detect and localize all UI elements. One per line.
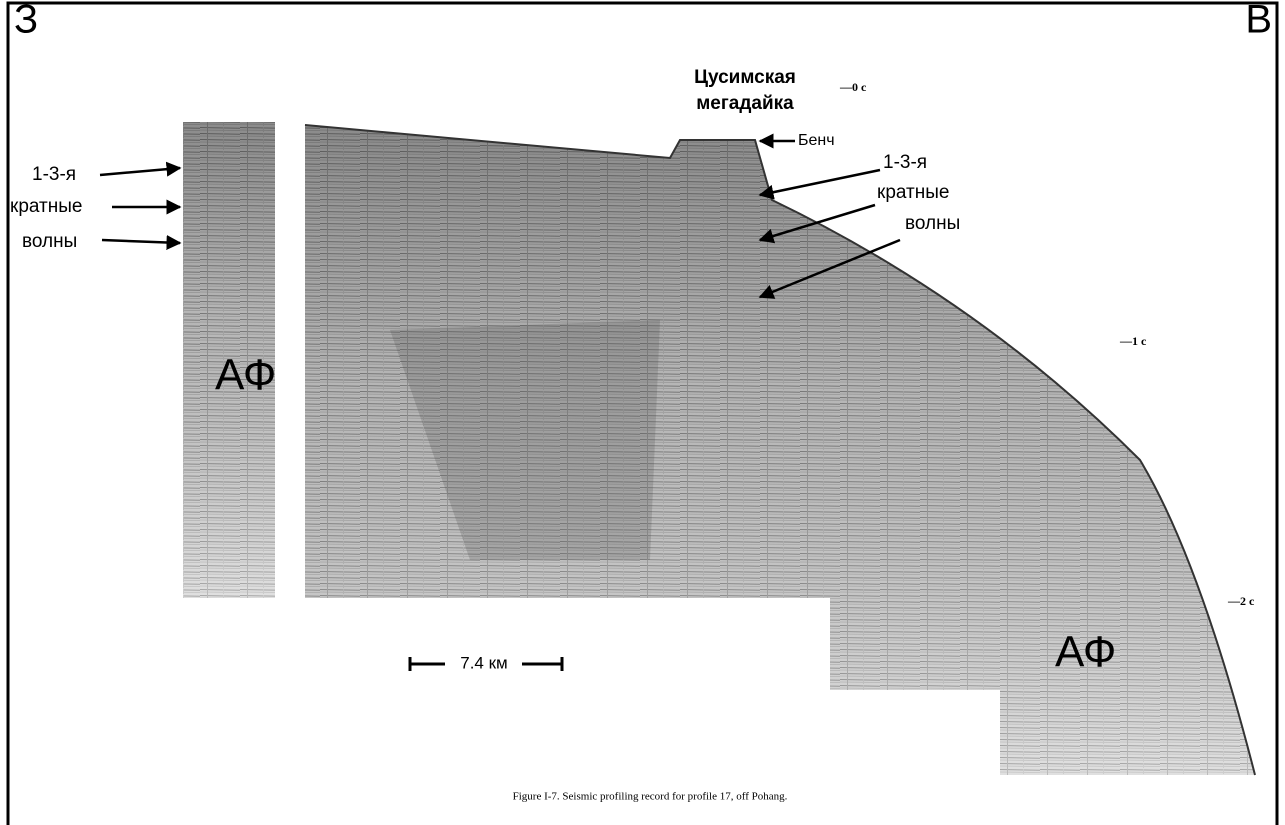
arrow [102,240,180,243]
time-mark: —0 с [839,80,867,94]
bench-label: Бенч [798,132,835,149]
multiples-label: кратные [877,182,949,203]
multiples-label: кратные [10,196,82,217]
west-label: З [14,0,38,42]
multiples-label: 1-3-я [32,164,76,185]
multiples-label: волны [905,213,960,234]
arrow [760,170,880,195]
structure-name: мегадайка [696,93,794,114]
scale-bar-label: 7.4 км [460,653,507,672]
seismic-record [183,122,1255,775]
arrow [100,168,180,175]
figure: З В Цусимская мегадайка —0 с —1 с —2 с Б… [0,0,1285,825]
time-mark: —1 с [1119,334,1147,348]
structure-name: Цусимская [694,67,796,88]
multiples-label: 1-3-я [883,152,927,173]
basement-label: АФ [1055,628,1116,677]
east-label: В [1245,0,1272,42]
time-mark: —2 с [1227,594,1255,608]
basement-label: АФ [215,351,276,400]
caption: Figure I-7. Seismic profiling record for… [513,791,788,803]
multiples-label: волны [22,231,77,252]
